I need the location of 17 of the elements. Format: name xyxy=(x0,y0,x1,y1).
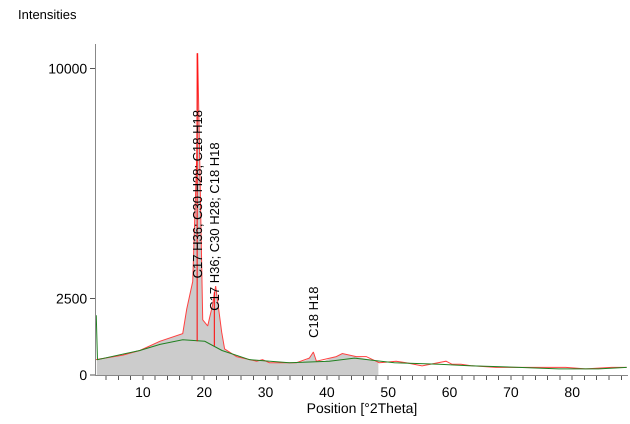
x-tick-label: 30 xyxy=(258,384,274,400)
x-tick-label: 70 xyxy=(503,384,519,400)
y-tick-label: 0 xyxy=(79,366,88,383)
x-tick-label: 60 xyxy=(442,384,458,400)
annotation: C18 H18 xyxy=(306,286,321,338)
x-tick-label: 20 xyxy=(196,384,212,400)
x-axis-title: Position [°2Theta] xyxy=(306,400,418,416)
x-tick-label: 40 xyxy=(319,384,335,400)
annotation: C17 H36; C30 H28; C18 H18 xyxy=(206,142,222,311)
y-tick-label: 10000 xyxy=(48,60,88,76)
y-tick-label: 2500 xyxy=(56,290,88,306)
x-tick-label: 50 xyxy=(380,384,396,400)
line-series xyxy=(96,314,628,370)
annotation: C17 H36; C30 H28; C18 H18 xyxy=(190,110,205,278)
y-axis-title: Intensities xyxy=(18,7,78,22)
x-tick-label: 80 xyxy=(564,384,580,400)
x-tick-label: 10 xyxy=(135,384,151,400)
